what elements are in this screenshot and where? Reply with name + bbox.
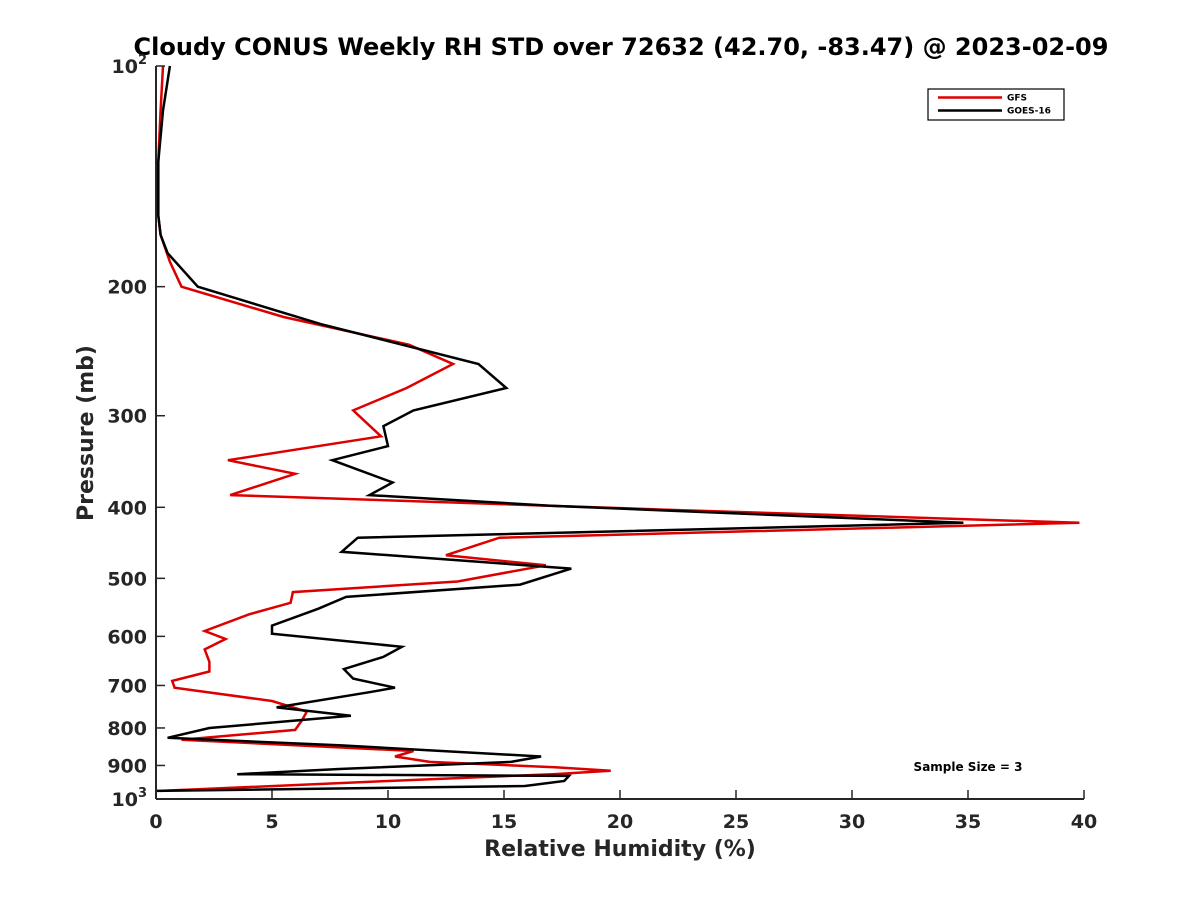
chart-title: Cloudy CONUS Weekly RH STD over 72632 (4… [134,33,1109,61]
y-tick-label: 700 [107,675,147,697]
x-tick-label: 25 [723,811,749,833]
x-tick-label: 30 [839,811,865,833]
y-tick-label: 300 [107,406,147,428]
series-line-gfs [157,65,1080,793]
x-tick-label: 20 [607,811,633,833]
x-tick-label: 40 [1071,811,1097,833]
y-tick-label: 400 [107,497,147,519]
x-tick-label: 15 [491,811,517,833]
y-tick-label: 200 [107,277,147,299]
y-tick-label: 600 [107,626,147,648]
legend-label-goes16: GOES-16 [1007,107,1051,117]
sample-size-annotation: Sample Size = 3 [914,760,1023,774]
x-ticks: 0 5 10 15 20 25 30 35 40 [149,790,1097,833]
x-tick-label: 10 [375,811,401,833]
y-tick-label: 102 [112,53,148,78]
x-tick-label: 5 [265,811,278,833]
y-tick-label: 900 [107,755,147,777]
legend-box [927,88,1065,121]
y-tick-label: 800 [107,718,147,740]
x-tick-label: 35 [955,811,981,833]
y-axis-label: Pressure (mb) [74,345,99,521]
y-ticks: 102 200 300 400 500 600 700 800 900 103 [107,53,165,811]
series-line-goes16 [155,65,964,793]
series-layer [155,65,1080,793]
x-axis-label: Relative Humidity (%) [484,837,756,862]
y-tick-label: 500 [107,568,147,590]
legend-label-gfs: GFS [1007,94,1027,104]
x-tick-label: 0 [149,811,162,833]
y-tick-label: 103 [112,786,148,811]
legend: GFS GOES-16 [927,88,1065,121]
